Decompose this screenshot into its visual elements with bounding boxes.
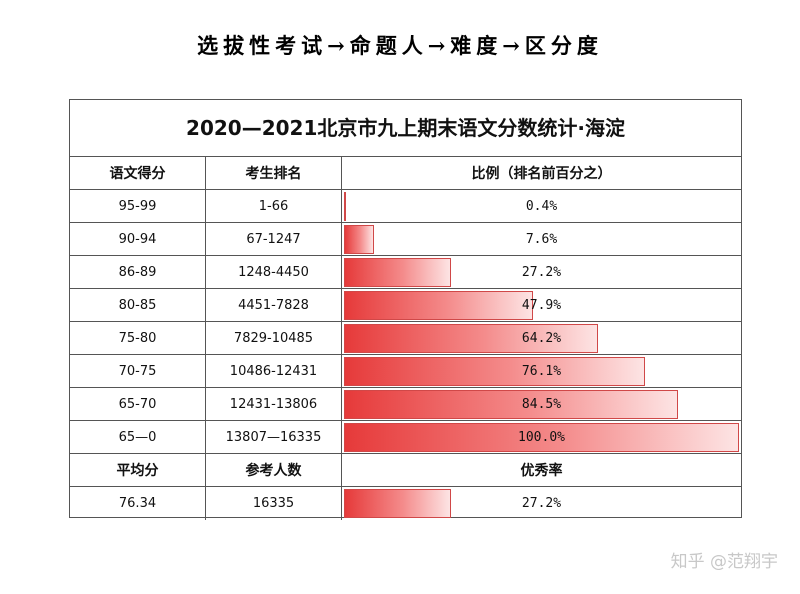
rank-cell: 12431-13806 [206,388,342,420]
header-average: 平均分 [70,454,206,486]
score-statistics-table: 2020—2021北京市九上期末语文分数统计·海淀 语文得分 考生排名 比例（排… [69,99,742,520]
ratio-bar [344,258,452,287]
ratio-cell: 84.5% [342,388,741,420]
ratio-bar [344,291,534,320]
table-row: 65—0 13807—16335 100.0% [70,421,741,454]
ratio-cell: 7.6% [342,223,741,255]
summary-row: 76.34 16335 27.2% [70,487,741,520]
table-row: 80-85 4451-7828 47.9% [70,289,741,322]
ratio-bar [344,423,739,452]
ratio-bar [344,192,346,221]
score-cell: 80-85 [70,289,206,321]
count-cell: 16335 [206,487,342,520]
header-count: 参考人数 [206,454,342,486]
rank-cell: 67-1247 [206,223,342,255]
page-heading: 选拔性考试→命题人→难度→区分度 [197,33,603,58]
ratio-cell: 47.9% [342,289,741,321]
ratio-bar [344,225,375,254]
rank-cell: 7829-10485 [206,322,342,354]
ratio-cell: 100.0% [342,421,741,453]
ratio-cell: 27.2% [342,256,741,288]
table-title: 2020—2021北京市九上期末语文分数统计·海淀 [70,100,741,157]
header-excellent: 优秀率 [520,463,563,479]
table-row: 75-80 7829-10485 64.2% [70,322,741,355]
score-cell: 86-89 [70,256,206,288]
ratio-bar [344,324,598,353]
ratio-bar [344,489,452,518]
ratio-label: 47.9% [521,297,562,313]
score-cell: 65—0 [70,421,206,453]
table-grid: 语文得分 考生排名 比例（排名前百分之） 95-99 1-66 0.4% 90-94 6… [70,157,741,520]
ratio-label: 64.2% [521,330,562,346]
ratio-label: 27.2% [521,264,562,280]
ratio-label: 100.0% [518,429,565,445]
table-row: 65-70 12431-13806 84.5% [70,388,741,421]
ratio-label: 84.5% [521,396,562,412]
header-ratio: 比例（排名前百分之） [471,166,612,182]
table-row: 70-75 10486-12431 76.1% [70,355,741,388]
rank-cell: 10486-12431 [206,355,342,387]
ratio-cell: 27.2% [342,487,741,520]
header-score: 语文得分 [70,157,206,189]
ratio-bar [344,390,678,419]
average-cell: 76.34 [70,487,206,520]
header-rank: 考生排名 [206,157,342,189]
table-header-row: 语文得分 考生排名 比例（排名前百分之） [70,157,741,190]
ratio-label: 76.1% [521,363,562,379]
score-cell: 70-75 [70,355,206,387]
table-row: 95-99 1-66 0.4% [70,190,741,223]
ratio-cell: 76.1% [342,355,741,387]
rank-cell: 13807—16335 [206,421,342,453]
ratio-cell: 0.4% [342,190,741,222]
ratio-label: 0.4% [525,198,558,214]
rank-cell: 1-66 [206,190,342,222]
score-cell: 75-80 [70,322,206,354]
score-cell: 95-99 [70,190,206,222]
watermark: 知乎 @范翔宇 [670,552,778,572]
rank-cell: 1248-4450 [206,256,342,288]
ratio-label: 27.2% [521,496,562,511]
score-cell: 65-70 [70,388,206,420]
table-row: 90-94 67-1247 7.6% [70,223,741,256]
ratio-cell: 64.2% [342,322,741,354]
ratio-bar [344,357,645,386]
summary-header-row: 平均分 参考人数 优秀率 [70,454,741,487]
ratio-label: 7.6% [525,231,558,247]
table-row: 86-89 1248-4450 27.2% [70,256,741,289]
rank-cell: 4451-7828 [206,289,342,321]
score-cell: 90-94 [70,223,206,255]
